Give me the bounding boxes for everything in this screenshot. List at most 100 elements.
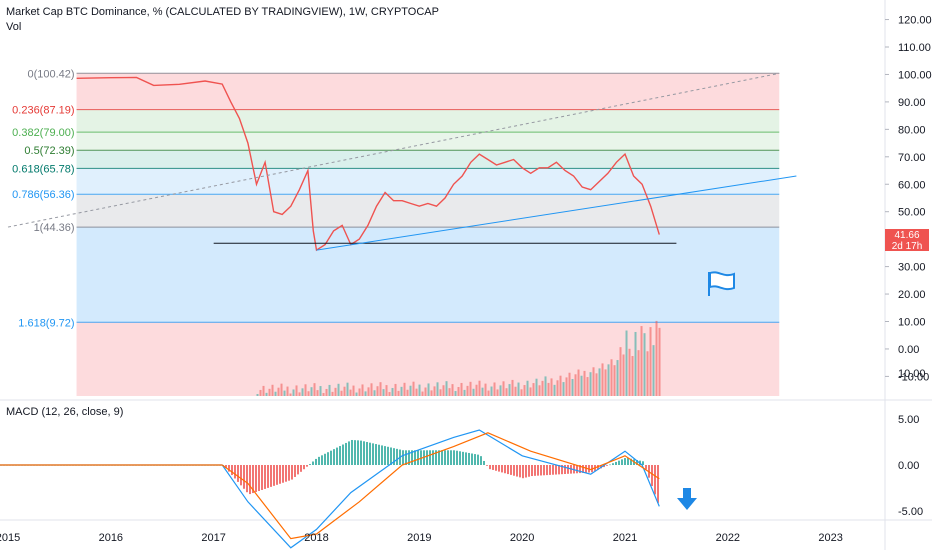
price-axis-tick: 60.00 xyxy=(898,179,926,191)
macd-histogram-bar xyxy=(471,453,473,465)
volume-bar xyxy=(283,390,286,396)
macd-histogram-bar xyxy=(654,465,656,495)
down-arrow-icon xyxy=(677,488,697,510)
volume-bar xyxy=(562,382,565,396)
volume-bar xyxy=(574,374,577,396)
macd-axis-tick: 10.00 xyxy=(898,368,926,380)
macd-histogram-bar xyxy=(231,465,233,476)
volume-bar xyxy=(292,389,295,396)
macd-histogram-bar xyxy=(477,454,479,465)
macd-histogram-bar xyxy=(630,458,632,465)
macd-histogram-bar xyxy=(411,450,413,465)
fib-label-7: 1.618(9.72) xyxy=(18,317,74,329)
macd-histogram-bar xyxy=(618,460,620,465)
volume-bar xyxy=(448,388,451,396)
volume-bar xyxy=(277,387,280,396)
macd-histogram-bar xyxy=(342,444,344,465)
volume-bar xyxy=(625,330,628,396)
volume-bar xyxy=(535,378,538,396)
volume-bar xyxy=(637,350,640,396)
macd-histogram-bar xyxy=(336,447,338,465)
macd-line xyxy=(0,429,660,549)
macd-histogram-bar xyxy=(552,465,554,475)
macd-histogram-bar xyxy=(612,463,614,465)
macd-histogram-bar xyxy=(291,465,293,480)
last-price: 41.66 xyxy=(894,230,920,241)
last-price-badge[interactable]: 41.66 2d 17h xyxy=(885,229,929,252)
volume-bar xyxy=(367,387,370,396)
macd-histogram-bar xyxy=(441,450,443,465)
macd-histogram-bar xyxy=(642,461,644,465)
macd-histogram-bar xyxy=(252,465,254,494)
macd-histogram-bar xyxy=(504,465,506,474)
macd-histogram-bar xyxy=(564,465,566,474)
macd-histogram-bar xyxy=(606,465,608,466)
macd-histogram-bar xyxy=(627,458,629,465)
macd-histogram-bar xyxy=(576,465,578,474)
macd-histogram-bar xyxy=(264,465,266,489)
macd-histogram-bar xyxy=(267,465,269,488)
macd-histogram-bar xyxy=(288,465,290,481)
macd-histogram-bar xyxy=(543,465,545,476)
chart-title: Market Cap BTC Dominance, % (CALCULATED … xyxy=(6,6,439,18)
macd-histogram-bar xyxy=(255,465,257,493)
macd-histogram-bar xyxy=(294,465,296,477)
volume-bar xyxy=(319,386,322,396)
macd-histogram-bar xyxy=(357,440,359,465)
volume-bar xyxy=(403,382,406,396)
macd-histogram-bar xyxy=(339,446,341,465)
volume-bar xyxy=(487,390,490,396)
volume-bar xyxy=(568,372,571,396)
rising-trendline xyxy=(316,175,797,251)
macd-histogram-bar xyxy=(615,461,617,465)
macd-histogram-bar xyxy=(582,465,584,473)
volume-bar xyxy=(541,380,544,396)
volume-bar xyxy=(328,384,331,396)
price-axis-tick: 70.00 xyxy=(898,152,926,164)
volume-bar xyxy=(409,385,412,396)
volume-bar xyxy=(598,368,601,396)
macd-histogram-bar xyxy=(435,450,437,465)
volume-bar xyxy=(490,386,493,396)
volume-bar xyxy=(577,369,580,396)
macd-histogram-bar xyxy=(525,465,527,478)
price-axis-tick: 20.00 xyxy=(898,289,926,301)
macd-histogram-bar xyxy=(327,452,329,465)
macd-histogram-bar xyxy=(429,450,431,465)
macd-histogram-bar xyxy=(249,465,251,495)
macd-histogram-bar xyxy=(351,439,353,465)
fib-zone xyxy=(76,109,780,133)
macd-histogram-bar xyxy=(273,465,275,486)
price-axis-tick: 10.00 xyxy=(898,317,926,329)
volume-bar xyxy=(418,384,421,396)
macd-histogram-bar xyxy=(465,452,467,465)
macd-histogram-bar xyxy=(324,453,326,465)
volume-bar xyxy=(595,373,598,396)
volume-bar xyxy=(652,345,655,396)
macd-histogram-bar xyxy=(330,450,332,465)
macd-histogram-bar xyxy=(540,465,542,476)
macd-histogram-bar xyxy=(396,448,398,465)
macd-histogram-bar xyxy=(534,465,536,476)
volume-bar xyxy=(388,392,391,396)
volume-bar xyxy=(301,388,304,396)
volume-bar xyxy=(469,381,472,396)
volume-bar xyxy=(421,391,424,396)
volume-bar xyxy=(622,354,625,396)
time-axis-tick: 2022 xyxy=(716,532,740,544)
volume-bar xyxy=(322,393,325,396)
volume-bar xyxy=(376,386,379,396)
volume-bar xyxy=(259,389,262,396)
volume-bar xyxy=(370,383,373,396)
macd-histogram-bar xyxy=(375,444,377,465)
volume-bar xyxy=(415,388,418,396)
macd-histogram-bar xyxy=(498,465,500,472)
fib-label-0: 0(100.42) xyxy=(27,68,74,80)
fib-label-4: 0.618(65.78) xyxy=(12,163,74,175)
volume-bar xyxy=(583,370,586,396)
macd-histogram-bar xyxy=(390,447,392,465)
fib-label-2: 0.382(79.00) xyxy=(12,127,74,139)
volume-bar xyxy=(481,387,484,396)
macd-histogram-bar xyxy=(585,465,587,473)
